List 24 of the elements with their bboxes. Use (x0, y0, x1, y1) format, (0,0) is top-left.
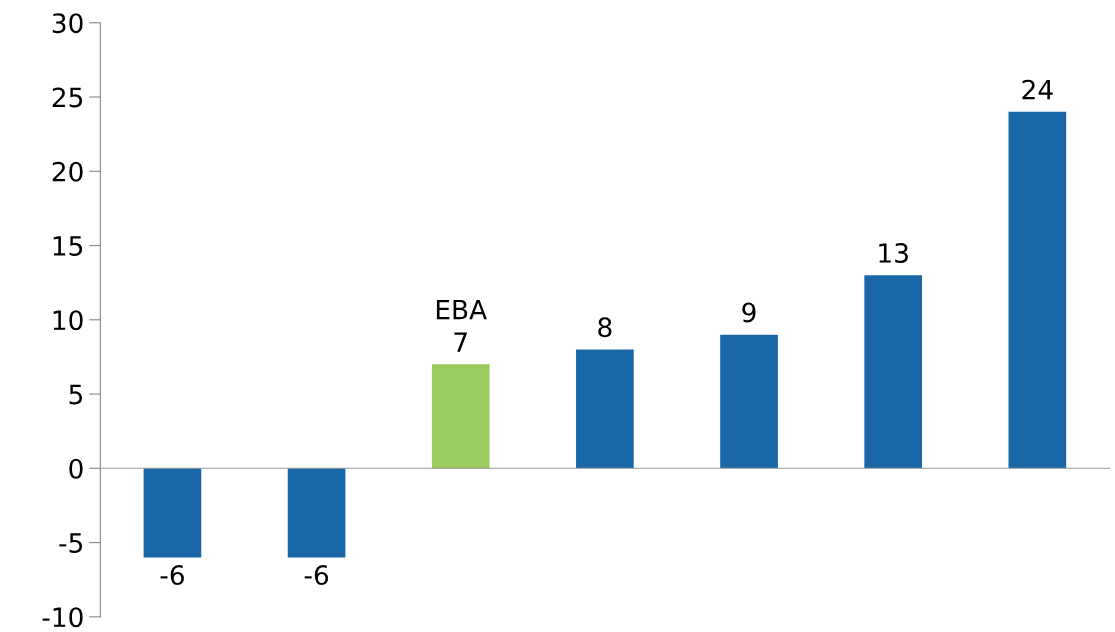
data-label: -6 (160, 565, 184, 585)
y-tick-label: 25 (52, 87, 83, 108)
data-label: 8 (598, 317, 612, 338)
data-label: 7 (454, 332, 467, 352)
y-tick-label: 5 (69, 384, 83, 405)
bar (431, 364, 490, 469)
bar (1008, 111, 1067, 469)
bar (720, 334, 778, 469)
data-label: -6 (304, 565, 329, 585)
y-tick-label: 10 (53, 310, 83, 331)
y-tick-label: 30 (52, 13, 83, 34)
data-label: 13 (879, 243, 908, 263)
bar (287, 468, 346, 558)
y-tick-label: -5 (59, 533, 83, 553)
bar (576, 349, 634, 469)
x-tick-label: EBA (436, 299, 487, 320)
y-tick-label: -10 (42, 607, 83, 628)
data-label: 9 (742, 302, 756, 323)
y-tick-label: 20 (52, 161, 83, 182)
bar (143, 468, 202, 558)
y-tick-label: 0 (69, 458, 83, 479)
y-tick-label: 15 (53, 236, 83, 256)
bar (864, 275, 923, 469)
data-label: 24 (1022, 79, 1053, 100)
